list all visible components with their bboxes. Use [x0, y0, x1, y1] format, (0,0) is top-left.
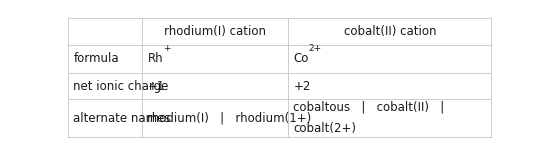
- Text: formula: formula: [73, 52, 119, 65]
- Text: +: +: [163, 44, 170, 53]
- Text: rhodium(I) cation: rhodium(I) cation: [164, 25, 266, 38]
- Text: cobalt(II) cation: cobalt(II) cation: [343, 25, 436, 38]
- Text: rhodium(I)   |   rhodium(1+): rhodium(I) | rhodium(1+): [147, 112, 312, 125]
- Text: +2: +2: [293, 80, 311, 93]
- Text: 2+: 2+: [308, 44, 322, 53]
- Text: cobaltous   |   cobalt(II)   |: cobaltous | cobalt(II) |: [293, 101, 444, 114]
- Text: cobalt(2+): cobalt(2+): [293, 122, 357, 135]
- Text: +1: +1: [147, 80, 165, 93]
- Text: alternate names: alternate names: [73, 112, 171, 125]
- Text: net ionic charge: net ionic charge: [73, 80, 169, 93]
- Text: Co: Co: [293, 52, 308, 65]
- Text: Rh: Rh: [147, 52, 163, 65]
